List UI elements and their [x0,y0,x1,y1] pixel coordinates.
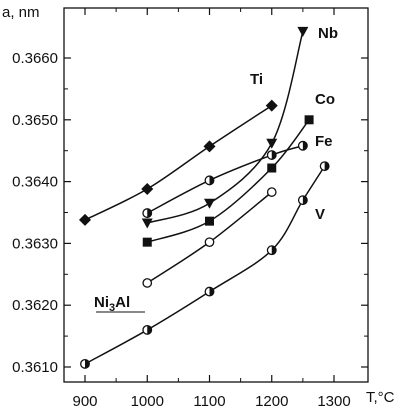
data-point-nb [141,218,153,229]
data-point-co [304,115,314,125]
data-point-fe-fill [271,150,277,160]
x-tick-label: 1200 [255,393,288,410]
data-point-v [266,245,277,256]
data-point-fe [297,140,308,151]
y-tick-label: 0.3630 [12,235,58,252]
data-point-v-fill [147,325,152,335]
series-label-co: Co [315,91,335,108]
data-point-ti [141,183,154,196]
data-point-nial [266,187,277,197]
series-line-ti [84,104,273,221]
y-tick-label: 0.3660 [12,50,58,67]
y-tick-label: 0.3640 [12,174,58,191]
ni3al-label-sub: 3 [109,302,115,314]
data-point-v [297,195,308,206]
data-point-v [142,324,153,335]
data-point-v [204,286,215,297]
axis-ticks [64,8,368,382]
series-lines [84,31,326,365]
data-point-fe [266,150,277,160]
ni3al-label-ni: Ni [94,294,109,311]
series-line-nb [147,31,304,224]
series-line-v [84,165,326,365]
x-tick-label: 900 [72,393,97,410]
data-point-ti [79,213,91,226]
y-axis-title: a, nm [2,4,40,21]
data-point-v-fill [324,161,329,171]
series-line-co [147,119,310,243]
series-label-nb: Nb [318,25,338,42]
data-point-v-fill [209,287,214,296]
x-axis-title: T,°C [366,389,395,406]
series-label-ti: Ti [250,71,263,88]
series-label-fe: Fe [315,133,333,150]
data-point-v-fill [302,195,308,205]
data-point-fe-fill [302,141,308,151]
data-point-co [142,237,152,247]
y-tick-label: 0.3610 [12,359,58,376]
data-point-fe [204,175,215,186]
data-point-ti [203,140,216,153]
data-point-nb [204,198,215,209]
data-point-nb [266,138,278,149]
series-label-ni3al: Ni3Al [94,294,130,314]
data-point-nial [142,278,153,288]
plot-frame [63,7,369,383]
data-point-nial [204,237,215,248]
series-label-v: V [315,206,325,223]
data-point-ti [265,99,278,112]
data-point-v-fill [85,359,90,369]
x-tick-label: 1100 [193,393,225,410]
x-tick-label: 1300 [317,393,350,410]
x-tick-label: 1000 [131,393,164,410]
ni3al-label-al: Al [115,294,130,311]
axis-tick-labels: 900 1000 1100 1200 1300 0.3610 0.3620 0.3630 0.3… [12,50,351,410]
series-line-fe [146,145,304,214]
data-point-fe-fill [147,208,152,218]
y-tick-label: 0.3620 [12,297,58,314]
data-point-v-fill [271,245,277,255]
y-tick-label: 0.3650 [12,112,58,129]
data-point-v [80,358,90,369]
data-point-fe [142,208,153,219]
data-point-v [319,161,330,172]
data-point-nb [297,26,309,37]
data-point-fe-fill [209,176,214,185]
data-point-co [205,216,214,226]
data-point-co [267,163,277,173]
series-markers [79,26,330,369]
